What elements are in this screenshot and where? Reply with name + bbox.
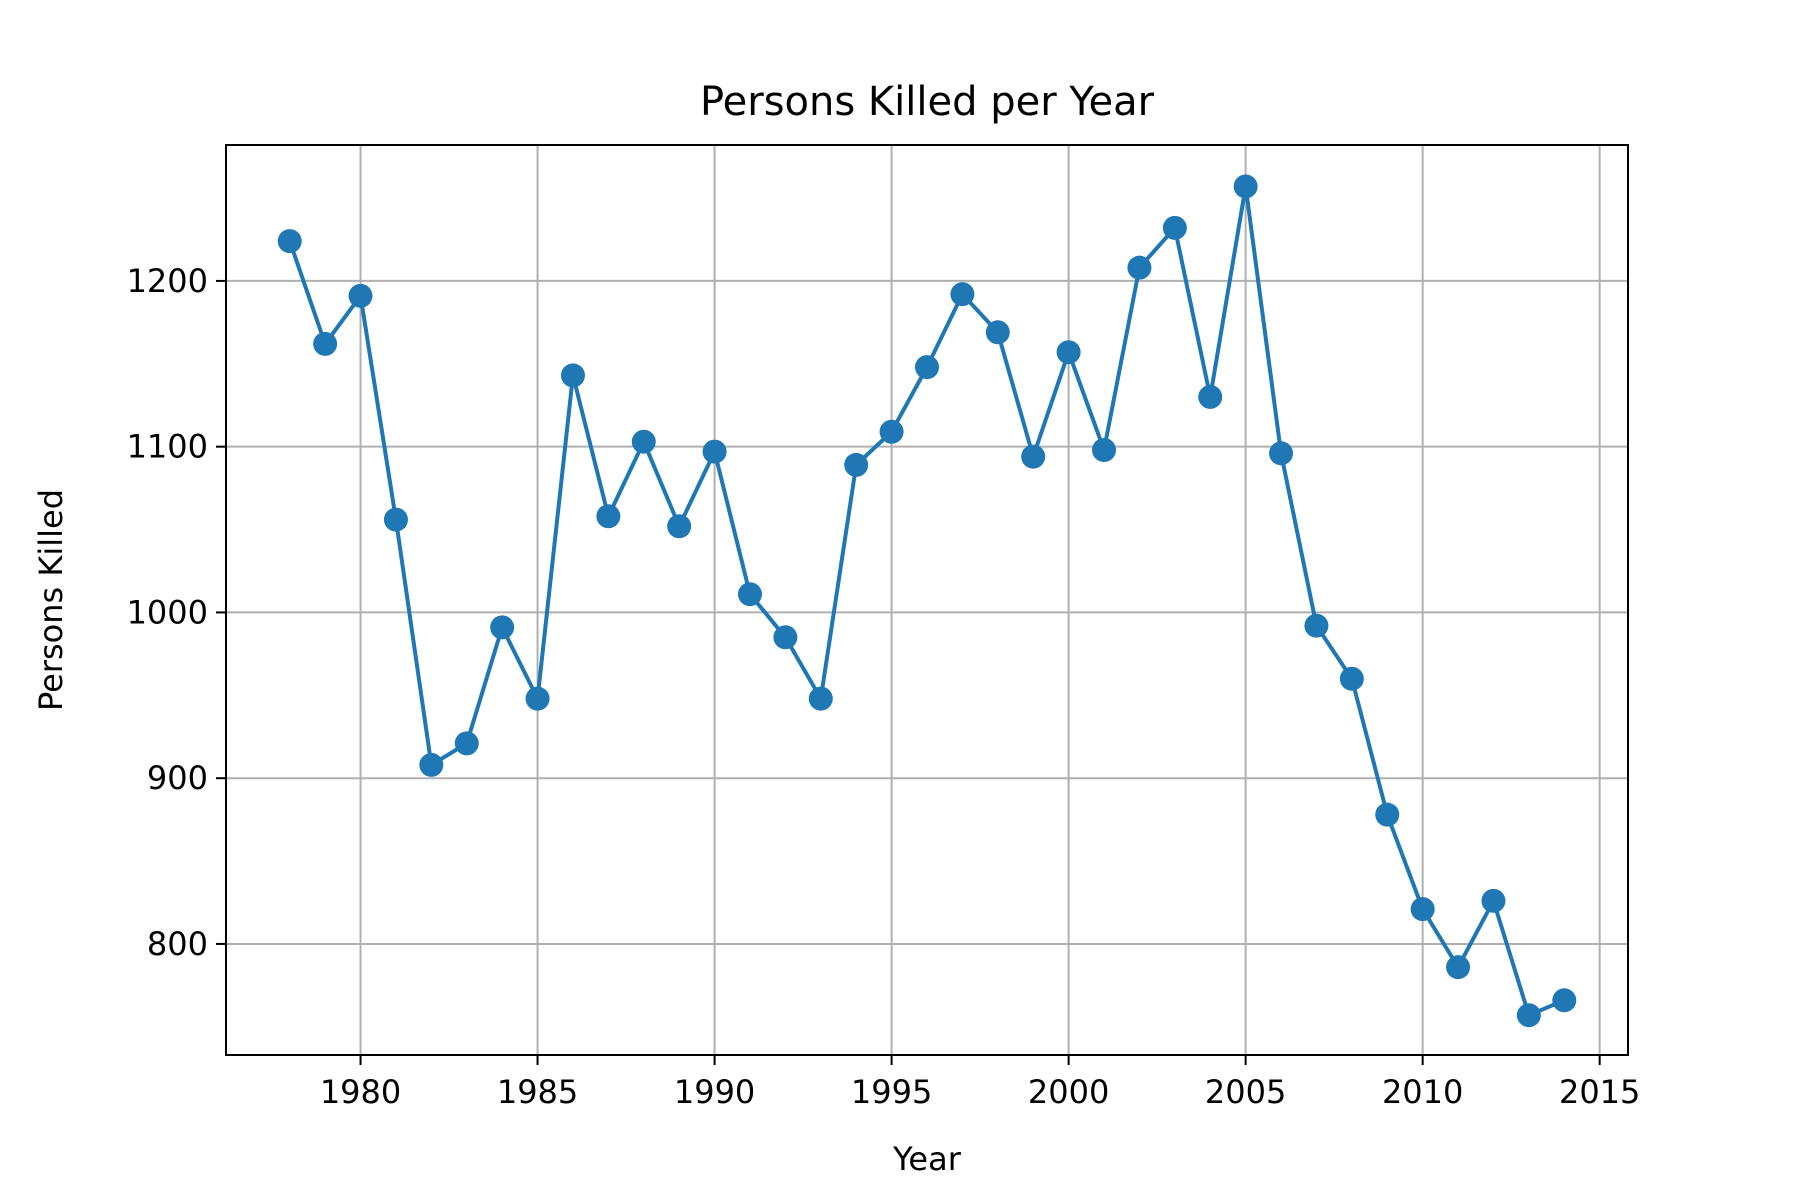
x-tick-label: 2015 [1559,1073,1640,1111]
data-point [1269,441,1294,466]
data-point [879,419,904,444]
y-tick-label: 1000 [127,593,208,631]
data-point [419,752,444,777]
data-point [277,229,302,254]
grid [226,145,1628,1055]
data-point [773,625,798,650]
data-point [348,283,373,308]
data-point [1446,955,1471,980]
data-point [1198,384,1223,409]
y-tick-label: 1200 [127,262,208,300]
series-line [287,184,1566,1018]
data-point [631,429,656,454]
y-tick-label: 800 [147,925,208,963]
x-tick-label: 2005 [1205,1073,1286,1111]
data-point [1410,897,1435,922]
data-point [1304,613,1329,638]
data-point [1481,888,1506,913]
data-point [525,686,550,711]
data-point [1516,1003,1541,1028]
chart-title: Persons Killed per Year [700,79,1155,125]
x-tick-label: 2010 [1382,1073,1463,1111]
x-axis-label: Year [892,1140,962,1178]
data-point [490,615,515,640]
data-point [950,282,975,307]
data-point [1375,802,1400,827]
ticks: 1980 1985 1990 1995 2000 2005 2010 2015 800 900 10… [127,262,1641,1111]
data-point [560,363,585,388]
data-point [1021,444,1046,469]
data-point [844,452,869,477]
x-tick-label: 1990 [674,1073,755,1111]
y-tick-label: 1100 [127,428,208,466]
data-point [1056,340,1081,365]
data-point [1162,215,1187,240]
data-point [1233,174,1258,199]
x-tick-label: 1995 [851,1073,932,1111]
series-layer [277,174,1577,1028]
data-point [1552,988,1577,1013]
plot-frame [225,144,1629,1056]
data-point [454,731,479,756]
data-point [313,331,338,356]
x-tick-label: 2000 [1028,1073,1109,1111]
data-point [985,320,1010,345]
data-point [596,504,621,529]
data-point [383,507,408,532]
y-axis-label: Persons Killed [32,489,70,711]
data-point [915,355,939,380]
data-point [737,582,762,607]
x-tick-label: 1980 [320,1073,401,1111]
x-tick-label: 1985 [497,1073,578,1111]
y-tick-label: 900 [147,759,208,797]
data-point [667,514,692,539]
data-point [1127,255,1152,280]
data-point [702,439,727,464]
data-point [1339,666,1364,691]
data-point [808,686,833,711]
data-point [1092,437,1117,462]
